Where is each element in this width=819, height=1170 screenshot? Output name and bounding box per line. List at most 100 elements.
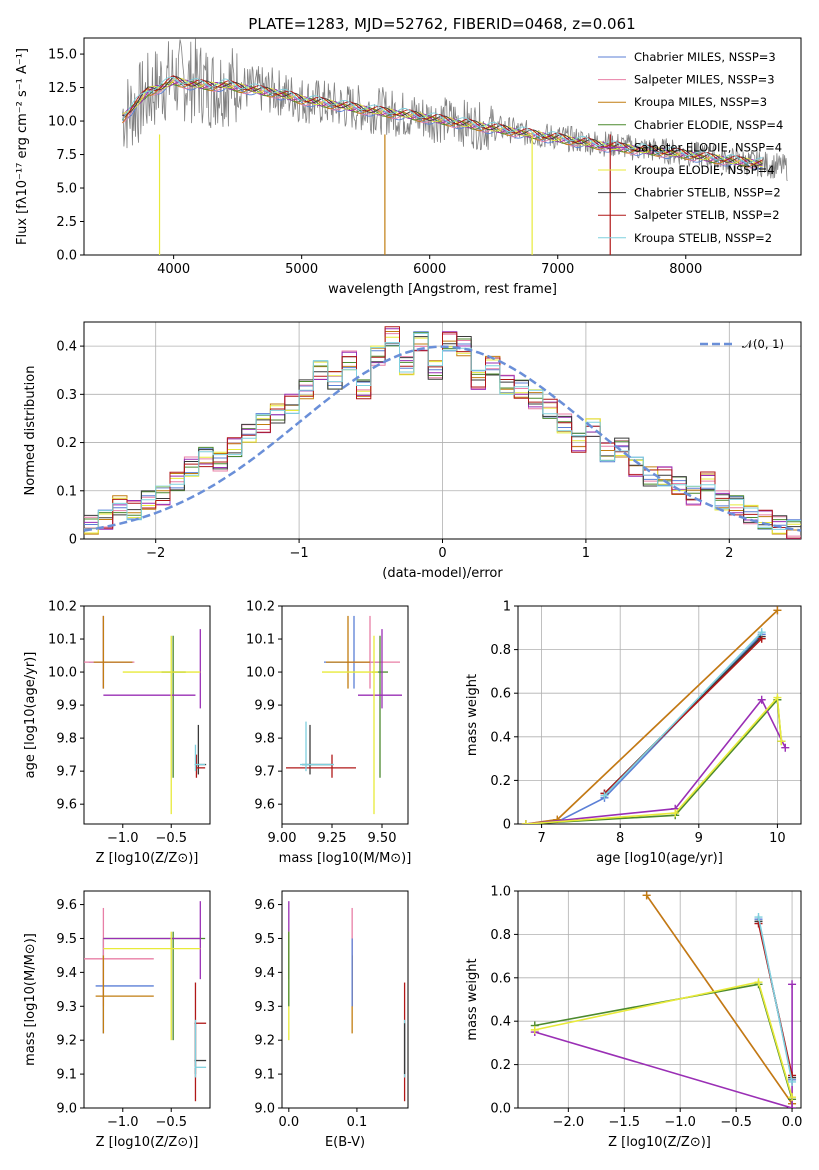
y-tick-label: 0.6	[490, 971, 511, 986]
y-tick-label: 9.6	[56, 798, 77, 813]
series-marker	[600, 791, 609, 800]
x-tick-label: 0	[438, 546, 446, 561]
legend: Chabrier MILES, NSSP=3 Salpeter MILES, NS…	[598, 50, 783, 245]
y-tick-label: 5.0	[56, 182, 77, 197]
panel-age-vs-Z: −1.0 −0.5 9.6 9.7 9.8 9.9 10.0 10.1 10.2 Z [log10…	[23, 600, 211, 866]
x-tick-label: −2.0	[553, 1115, 585, 1130]
x-tick-label: 0.0	[278, 1115, 299, 1130]
series-marker	[530, 1025, 539, 1034]
histogram-7	[84, 326, 801, 539]
series-marker	[754, 913, 763, 922]
y-tick-label: 9.4	[254, 966, 275, 981]
y-tick-label: 12.5	[48, 81, 77, 96]
y-tick-label: 9.5	[254, 932, 275, 947]
x-tick-label: −0.5	[720, 1115, 752, 1130]
series-marker	[788, 1077, 797, 1086]
series-marker	[773, 693, 782, 702]
model-line-8	[122, 76, 763, 164]
x-tick-label: −0.5	[155, 831, 187, 846]
x-tick-label: 8	[616, 831, 624, 846]
y-tick-label: 9.7	[56, 765, 77, 780]
legend-label: Kroupa ELODIE, NSSP=4	[634, 163, 775, 177]
y-tick-label: 0	[503, 818, 511, 833]
x-tick-label: 6000	[413, 262, 446, 277]
x-tick-label: −1.0	[664, 1115, 696, 1130]
panel-massweight-vs-age: 7 8 9 10 0 0.2 0.4 0.6 0.8 1 age [log10(age/yr)] ma…	[465, 600, 802, 866]
plot-area	[84, 326, 801, 539]
series-marker	[642, 891, 651, 900]
x-tick-label: 9.00	[268, 831, 297, 846]
y-axis-label: mass weight	[465, 958, 480, 1040]
series-line	[525, 697, 783, 824]
series-marker	[521, 820, 530, 824]
legend-label: Chabrier STELIB, NSSP=2	[634, 186, 781, 200]
x-tick-label: 7	[537, 831, 545, 846]
legend-label: 𝒩(0, 1)	[742, 337, 784, 351]
y-tick-label: 9.2	[56, 1034, 77, 1049]
x-tick-label: −2	[146, 546, 165, 561]
y-tick-label: 10.0	[246, 666, 275, 681]
y-tick-label: 10.0	[48, 115, 77, 130]
y-tick-label: 0.2	[490, 774, 511, 789]
series-marker	[781, 743, 790, 752]
x-axis-label: (data-model)/error	[382, 566, 503, 581]
y-tick-label: 10.0	[48, 666, 77, 681]
x-tick-label: 7000	[541, 262, 574, 277]
y-tick-label: 0.0	[56, 249, 77, 264]
axes-frame	[517, 605, 802, 825]
plot-area	[84, 615, 207, 815]
y-tick-label: 9.9	[254, 699, 275, 714]
x-tick-label: −1.0	[107, 831, 139, 846]
x-tick-label: 9	[695, 831, 703, 846]
series-line	[645, 894, 793, 1105]
x-axis-label: Z [log10(Z/Z⊙)]	[608, 1135, 711, 1150]
x-axis-label: age [log10(age/yr)]	[596, 851, 723, 866]
series-marker	[788, 980, 797, 989]
plot-area	[521, 606, 790, 824]
y-tick-label: 9.3	[56, 1000, 77, 1015]
x-tick-label: 2	[725, 546, 733, 561]
series-line	[534, 983, 793, 1100]
y-tick-label: 0.4	[490, 730, 511, 745]
series-line	[525, 609, 778, 824]
legend-label: Kroupa MILES, NSSP=3	[634, 95, 767, 109]
x-tick-label: 4000	[157, 262, 190, 277]
y-tick-label: 1.0	[490, 885, 511, 900]
axes-frame	[517, 890, 802, 1109]
y-axis-label: Flux [fλ10⁻¹⁷ erg cm⁻² s⁻¹ A⁻¹]	[15, 48, 30, 245]
panel-mass-vs-Z: −1.0 −0.5 9.0 9.1 9.2 9.3 9.4 9.5 9.6 Z [log10(Z/…	[23, 890, 211, 1150]
model-line-4	[122, 79, 763, 167]
axes-frame	[83, 605, 211, 825]
y-tick-label: 0.2	[490, 1058, 511, 1073]
y-tick-label: 0.8	[490, 643, 511, 658]
y-tick-label: 0.3	[56, 388, 77, 403]
axes-frame	[281, 890, 409, 1109]
y-tick-label: 9.1	[254, 1068, 275, 1083]
panel-residuals: −2 −1 0 1 2 0 0.1 0.2 0.3 0.4 (data-model)/error No…	[23, 321, 802, 581]
series-line	[757, 916, 793, 1083]
x-tick-label: 0.1	[347, 1115, 368, 1130]
x-axis-label: mass [log10(M/M⊙)]	[279, 851, 412, 866]
series-marker	[773, 606, 782, 615]
x-tick-label: 9.50	[368, 831, 397, 846]
y-tick-label: 0	[69, 533, 77, 548]
y-tick-label: 9.6	[56, 898, 77, 913]
y-tick-label: 0.0	[490, 1102, 511, 1117]
y-axis-label: mass [log10(M/M⊙)]	[23, 933, 38, 1066]
legend-label: Chabrier ELODIE, NSSP=4	[634, 118, 783, 132]
y-tick-label: 9.6	[254, 798, 275, 813]
legend-label: Chabrier MILES, NSSP=3	[634, 50, 776, 64]
y-tick-label: 9.1	[56, 1068, 77, 1083]
panel-spectrum: 4000 5000 6000 7000 8000 0.0 2.5 5.0 7.5 10.0 12.5…	[15, 37, 802, 297]
y-tick-label: 0.4	[56, 340, 77, 355]
axes-frame	[83, 37, 802, 256]
series-marker	[777, 737, 786, 746]
y-tick-label: 9.8	[56, 732, 77, 747]
series-line	[534, 984, 793, 1108]
plot-area	[286, 615, 402, 815]
axes-frame	[83, 890, 211, 1109]
y-tick-label: 9.7	[254, 765, 275, 780]
y-tick-label: 9.9	[56, 699, 77, 714]
x-tick-label: −1.5	[608, 1115, 640, 1130]
